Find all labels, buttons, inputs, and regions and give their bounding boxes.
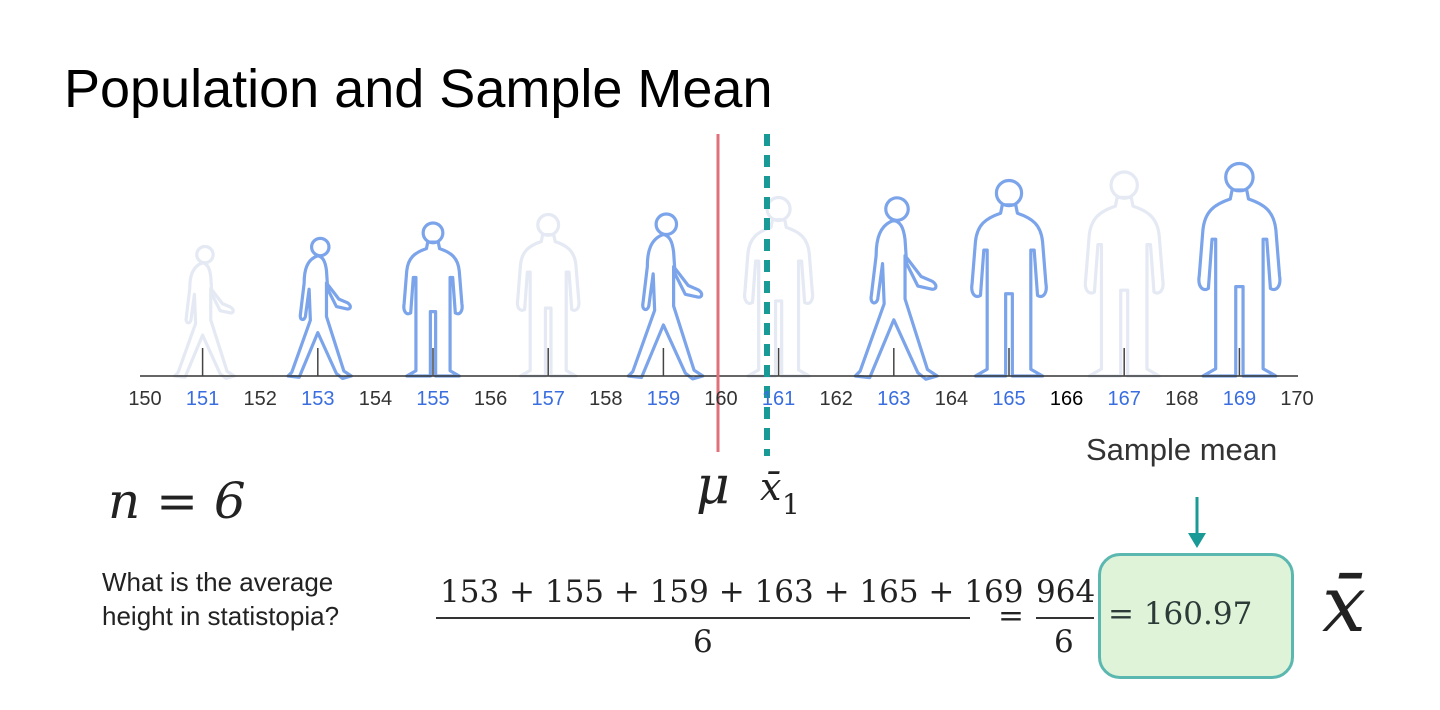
tick-label: 154: [358, 388, 393, 410]
tick-label: 170: [1280, 388, 1314, 410]
tick-label: 162: [819, 388, 853, 410]
tick-label: 158: [589, 388, 623, 410]
formula-denominator: 6: [693, 624, 713, 660]
tick-label: 165: [992, 388, 1026, 410]
sum-numerator: 964: [1036, 574, 1096, 610]
faded-person-figure: [172, 244, 236, 380]
tick-label: 151: [185, 388, 220, 410]
sampled-person-figure: [286, 236, 353, 381]
result-value: = 160.97: [1108, 596, 1253, 632]
tick-marks: [201, 348, 1241, 376]
tick-label: 153: [301, 388, 335, 410]
tick-label: 157: [531, 388, 565, 410]
population-mean-symbol: μ: [696, 456, 730, 516]
tick-label: 155: [416, 388, 450, 410]
question-line-2: height in statistopia?: [102, 601, 340, 631]
pointer-arrow-icon: [1188, 533, 1206, 548]
tick-label: 166: [1049, 388, 1084, 410]
sample-mean-subscript: 1: [782, 488, 800, 521]
faded-person-figure: [1083, 170, 1165, 378]
tick-label: 156: [473, 388, 508, 410]
result-box: [1098, 553, 1294, 679]
tick-label: 167: [1107, 388, 1141, 410]
tick-label: 160: [704, 388, 738, 410]
tick-label: 159: [646, 388, 681, 410]
tick-label: 152: [243, 388, 277, 410]
sample-mean-symbol: x̄: [760, 465, 782, 509]
tick-label: 163: [877, 388, 911, 410]
tick-label: 150: [128, 388, 162, 410]
question-line-1: What is the average: [102, 567, 334, 597]
formula-equals: =: [998, 598, 1024, 634]
sum-denominator: 6: [1054, 624, 1074, 660]
sampled-person-figure: [970, 178, 1048, 378]
tick-label: 164: [934, 388, 969, 410]
slide-title: Population and Sample Mean: [64, 59, 773, 119]
tick-label: 169: [1222, 388, 1257, 410]
question-text: What is the average height in statistopi…: [102, 565, 339, 633]
sampled-person-figure: [1197, 161, 1282, 378]
sampled-person-figure: [626, 212, 705, 381]
sampled-person-figure: [853, 196, 939, 381]
formula-numerator: 153 + 155 + 159 + 163 + 165 + 169: [440, 574, 1024, 610]
result-symbol: x̄: [1322, 560, 1366, 650]
sample-size-label: n = 6: [108, 472, 246, 530]
tick-label: 161: [761, 388, 796, 410]
tick-label: 168: [1165, 388, 1199, 410]
figures-layer: [172, 161, 1282, 381]
sample-mean-label: Sample mean: [1086, 432, 1278, 467]
